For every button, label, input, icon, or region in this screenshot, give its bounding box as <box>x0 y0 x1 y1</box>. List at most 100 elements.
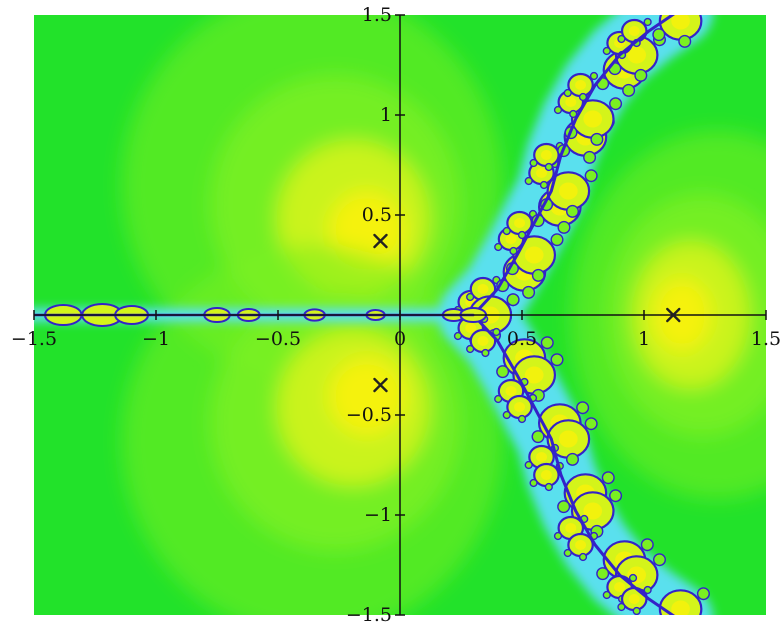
boundary-lower-line <box>471 313 676 615</box>
y-tick-label: −1 <box>364 504 392 526</box>
upper-sat-6-0.5-1 <box>553 105 563 115</box>
upper-sat-5-0-1 <box>529 158 538 168</box>
upper-sat-2-0-2 <box>531 268 545 282</box>
lower-sat-8-0.5-0 <box>628 573 638 583</box>
axes <box>33 14 767 616</box>
lower-bulb-core-1-0 <box>477 336 489 346</box>
x-tick-label: 0.5 <box>507 328 537 350</box>
upper-sat-5-0-2 <box>544 162 553 172</box>
lower-bulb-core-2-0 <box>524 366 544 384</box>
lower-sat-6-0-0 <box>609 489 623 503</box>
upper-sat-9-0.5-2 <box>678 34 692 48</box>
lower-sat-0-0-0 <box>506 293 520 307</box>
x-tick-label: −0.5 <box>255 328 301 350</box>
y-tick-label: −0.5 <box>346 404 392 426</box>
upper-bulb-core-9-0.5 <box>671 15 690 30</box>
upper-bulb-core-6-0 <box>583 110 603 128</box>
lower-sat-1-0-2 <box>481 348 490 358</box>
lower-sat-3-0-1 <box>502 410 511 420</box>
lower-sat-8-0.5-1 <box>602 590 611 600</box>
upper-sat-4-0.5-1 <box>524 176 533 186</box>
lower-bulb-core-6-0.5 <box>565 523 577 533</box>
upper-sat-7-0-0 <box>589 71 599 81</box>
upper-sat-6-0.5-2 <box>569 109 578 119</box>
upper-sat-4-0.5-2 <box>539 180 549 190</box>
lower-sat-3-0.5-0 <box>576 401 590 415</box>
x-tick-label: −1 <box>142 328 170 350</box>
lower-bulb-core-8-0.5 <box>614 582 626 592</box>
lower-sat-1-0-1 <box>466 344 475 354</box>
y-tick-label: −1.5 <box>346 604 392 626</box>
lower-sat-1-0.5-0 <box>540 336 554 350</box>
upper-bulb-core-5-0 <box>540 150 552 160</box>
basin-shading <box>121 15 766 615</box>
lower-bulb-core-3-0 <box>514 402 526 412</box>
root-marker-stroke <box>373 233 388 249</box>
x-tick-label: −1.5 <box>11 328 57 350</box>
upper-sat-2-0.5-2 <box>509 246 518 256</box>
upper-bulb-core-1-0 <box>477 284 489 294</box>
root-marker-stroke <box>373 377 388 393</box>
root-marker-1 <box>373 377 388 393</box>
lower-bulb-core-9-0.5 <box>671 600 690 615</box>
julia-boundary <box>34 0 710 628</box>
lower-sat-5-0-1 <box>529 478 538 488</box>
lower-sat-3-0-2 <box>517 414 527 424</box>
lower-sat-9-0-1 <box>617 602 626 612</box>
upper-bulb-core-4-0.5 <box>536 168 548 178</box>
y-tick-label: 0.5 <box>362 204 392 226</box>
upper-bulb-core-3-0 <box>514 218 526 228</box>
upper-sat-4-0-2 <box>566 204 580 218</box>
lower-bulb-core-9-0 <box>628 594 640 604</box>
root-marker-stroke <box>666 307 681 323</box>
upper-sat-5-0.5-2 <box>583 150 597 164</box>
lower-sat-9-0-2 <box>632 606 641 615</box>
upper-sat-8-0-2 <box>634 68 648 82</box>
upper-sat-9-0-1 <box>617 34 626 44</box>
upper-bulb-core-4-0 <box>559 182 578 200</box>
upper-sat-6-0-0 <box>609 97 623 111</box>
upper-sat-7-0.5-2 <box>622 83 636 97</box>
lower-bulb-core-5-0 <box>540 470 552 480</box>
upper-bulb-core-7-0 <box>575 80 587 90</box>
lower-sat-9-0-0 <box>643 585 652 595</box>
upper-sat-7-0-2 <box>578 92 588 102</box>
lower-sat-0-0.5-1 <box>453 331 463 341</box>
upper-sat-4-0-0 <box>584 169 598 183</box>
lower-sat-9-0.5-0 <box>696 587 710 601</box>
lower-sat-2-0.5-1 <box>494 394 503 404</box>
lower-sat-2-0-0 <box>550 353 564 367</box>
lower-sat-3-0.5-1 <box>531 430 545 444</box>
upper-sat-2-0-0 <box>550 233 564 247</box>
root-marker-2 <box>666 307 681 323</box>
upper-sat-9-0.5-0 <box>698 0 710 12</box>
y-tick-label: 1.5 <box>362 4 392 26</box>
lower-sat-8-0-0 <box>652 553 667 567</box>
lower-sat-4-0-2 <box>566 452 580 466</box>
root-marker-0 <box>373 233 388 249</box>
lower-sat-6-0.5-1 <box>553 531 563 541</box>
lower-sat-5-0.5-0 <box>601 471 615 485</box>
upper-bulb-core-9-0 <box>628 26 640 36</box>
x-tick-label: 1 <box>638 328 650 350</box>
lower-bulb-core-4-0.5 <box>536 452 548 462</box>
lower-sat-4-0-0 <box>584 417 598 431</box>
lower-sat-7-0-2 <box>578 552 588 562</box>
x-tick-label: 0 <box>394 328 406 350</box>
upper-bulb-core-6-0.5 <box>565 97 577 107</box>
upper-bulb-core-2-0.5 <box>505 234 517 244</box>
lower-bulb-core-7-0 <box>575 540 587 550</box>
lower-sat-7-0-1 <box>563 548 572 558</box>
root-markers <box>373 233 681 393</box>
upper-sat-9-0.5-1 <box>652 28 666 42</box>
boundary-upper-line <box>471 15 676 317</box>
upper-bulb-core-2-0 <box>524 246 544 264</box>
lower-sat-9-0.5-2 <box>679 624 691 628</box>
upper-bulb-core-8-0 <box>627 46 647 64</box>
lower-bulb-core-2-0.5 <box>505 386 517 396</box>
lower-sat-1-0-0 <box>492 327 501 337</box>
lower-sat-7-0.5-1 <box>596 567 610 581</box>
upper-sat-3-0-2 <box>517 230 527 240</box>
